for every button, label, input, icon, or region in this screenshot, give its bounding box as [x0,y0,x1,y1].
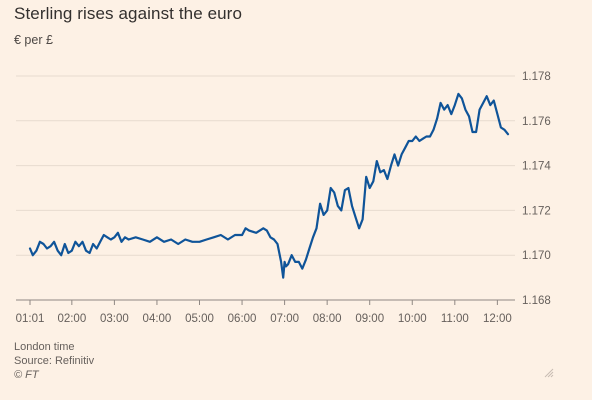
y-tick-labels: 1.168 1.170 1.172 1.174 1.176 1.178 [522,71,551,307]
x-tick-label: 03:00 [100,313,129,325]
y-tick-label: 1.176 [522,116,551,128]
y-tick-label: 1.174 [522,161,551,173]
x-tick-label: 10:00 [398,313,427,325]
x-tick-label: 08:00 [313,313,342,325]
resize-grip-icon[interactable] [544,368,554,378]
source-note: Source: Refinitiv [14,355,95,367]
x-tick-label: 12:00 [483,313,512,325]
x-tick-label: 01:01 [16,313,45,325]
x-tick-label: 05:00 [185,313,214,325]
x-tick-label: 06:00 [228,313,257,325]
chart-footer: London time Source: Refinitiv © FT [14,340,94,382]
y-tick-label: 1.168 [522,295,551,307]
series-lines [28,92,510,279]
x-tick-labels: 01:01 02:00 03:00 04:00 05:00 06:00 07:00 08:00… [16,300,512,325]
y-tick-label: 1.172 [522,205,551,217]
x-tick-label: 04:00 [143,313,172,325]
y-tick-label: 1.178 [522,71,551,83]
series-line [28,92,510,279]
x-axis-label: London time [14,341,75,353]
x-tick-label: 09:00 [355,313,384,325]
y-tick-label: 1.170 [522,250,551,262]
x-tick-label: 02:00 [57,313,86,325]
x-tick-label: 11:00 [441,313,469,325]
x-tick-label: 07:00 [270,313,299,325]
chart-title: Sterling rises against the euro [14,4,243,23]
gridlines [16,75,515,301]
chart-subtitle: € per £ [14,33,53,47]
credit-note: © FT [14,369,39,381]
